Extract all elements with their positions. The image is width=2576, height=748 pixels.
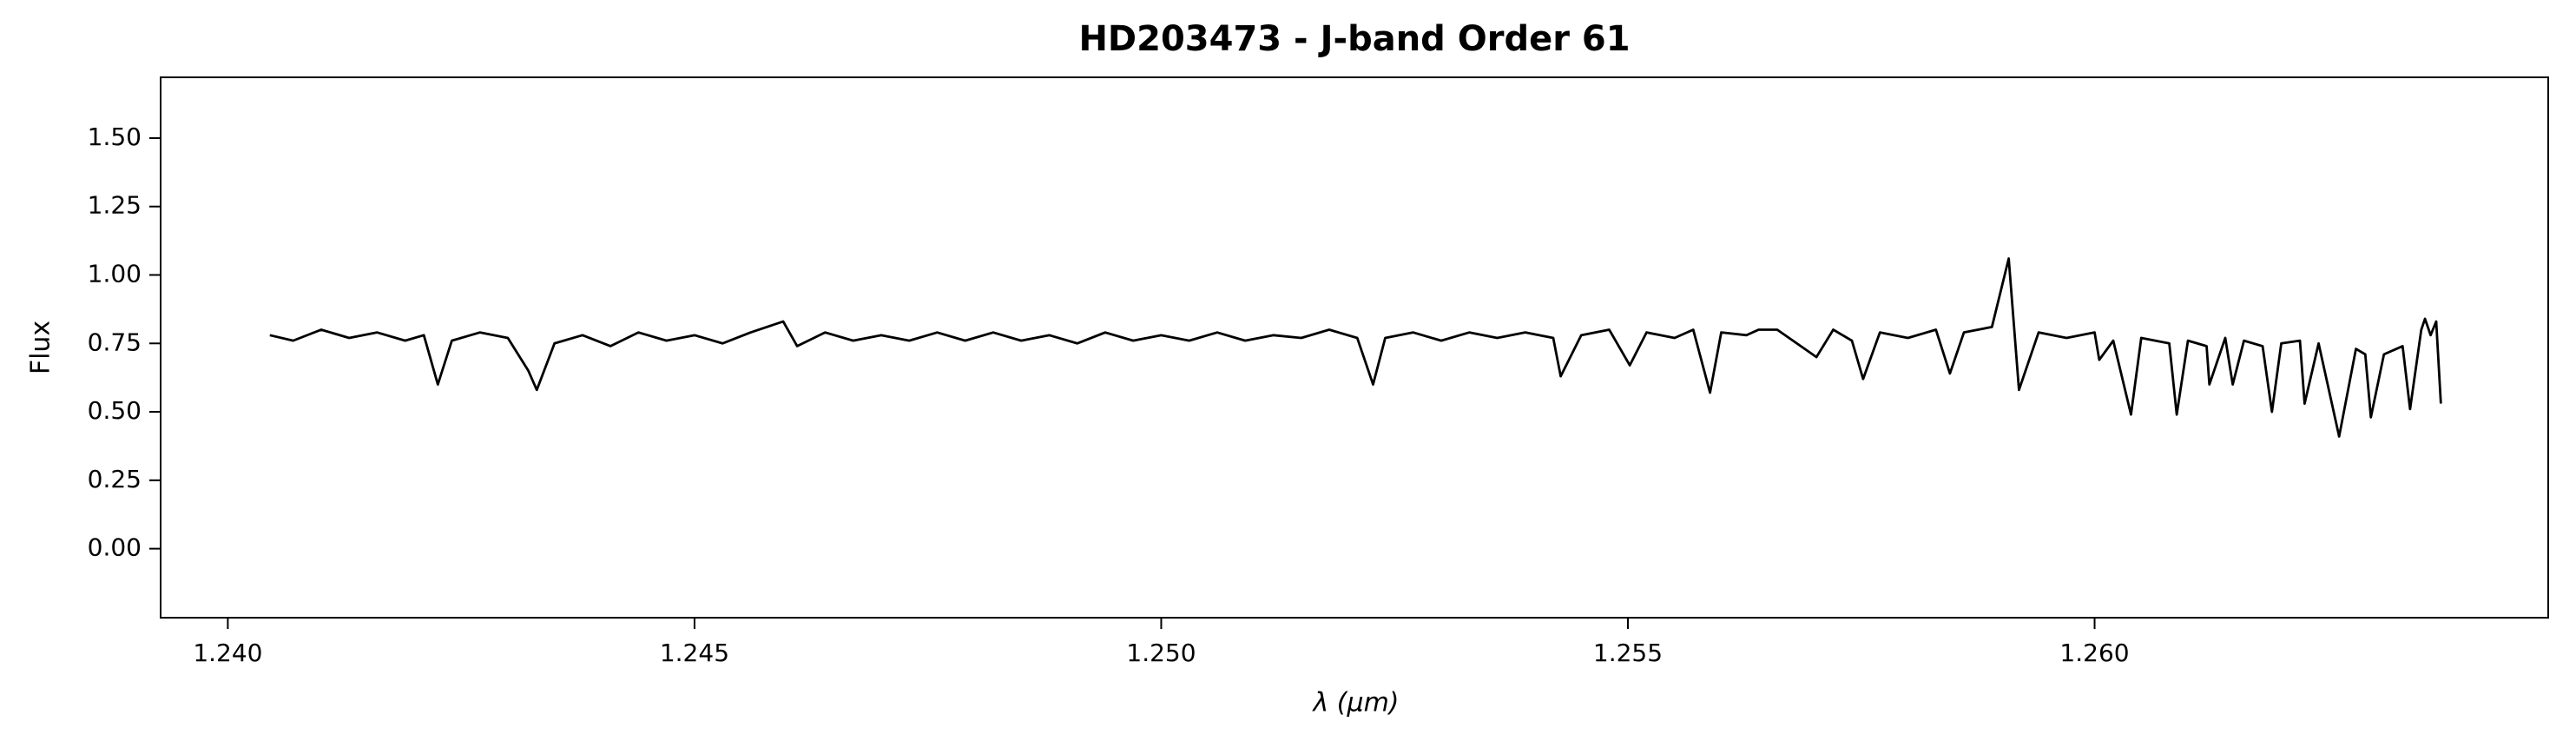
chart-title: HD203473 - J-band Order 61	[1078, 19, 1630, 59]
plot-frame	[160, 76, 2549, 619]
x-tick-label: 1.240	[193, 639, 262, 667]
y-tick-label: 1.25	[88, 191, 142, 220]
x-tick-label: 1.250	[1126, 639, 1196, 667]
x-tick-label: 1.260	[2059, 639, 2129, 667]
y-tick-label: 0.00	[88, 533, 142, 562]
y-tick-label: 0.25	[88, 465, 142, 493]
y-tick-label: 0.50	[88, 396, 142, 425]
y-axis-label: Flux	[26, 321, 56, 374]
spectrum-line	[269, 257, 2442, 438]
x-tick-label: 1.245	[660, 639, 729, 667]
x-axis-label: λ (μm)	[1311, 688, 1399, 718]
x-tick-label: 1.255	[1593, 639, 1663, 667]
y-tick-label: 1.00	[88, 259, 142, 288]
y-tick-label: 0.75	[88, 328, 142, 356]
y-tick-label: 1.50	[88, 122, 142, 151]
